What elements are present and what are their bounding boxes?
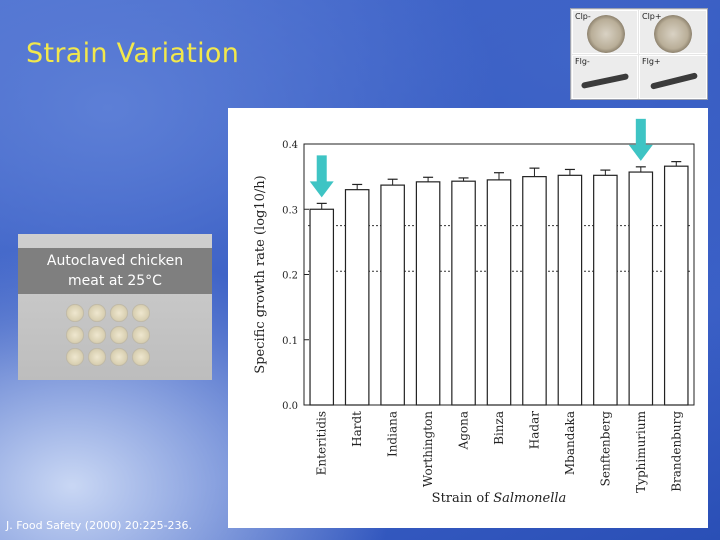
x-tick-label: Mbandaka (563, 411, 577, 475)
photo-caption-line-1: Autoclaved chicken (46, 253, 184, 269)
bar (486, 179, 512, 406)
photo-caption-line-2: meat at 25°C (68, 273, 162, 289)
highlight-arrow-head (309, 181, 334, 198)
chicken-meat-photo: Autoclaved chicken meat at 25°C (18, 234, 212, 380)
bar (415, 181, 441, 406)
bar (451, 180, 476, 406)
inset-panel-flg-minus: Flg- (572, 55, 638, 99)
y-tick-label: 0.0 (282, 401, 298, 412)
photo-caption: Autoclaved chicken meat at 25°C (18, 248, 212, 294)
x-tick-label: Typhimurium (634, 410, 648, 492)
y-tick-label: 0.4 (282, 140, 298, 151)
highlight-arrow-head (628, 144, 653, 161)
sample-dish (110, 304, 128, 322)
x-axis-label-genus: Salmonella (493, 491, 566, 506)
x-tick-label: Binza (492, 411, 506, 445)
inset-label: Clp+ (642, 12, 662, 21)
sample-dish (110, 348, 128, 366)
worm-image (580, 73, 630, 89)
bar (309, 208, 335, 406)
inset-label: Clp- (575, 12, 591, 21)
y-tick-label: 0.1 (282, 336, 298, 347)
x-tick-label: Brandenburg (669, 411, 683, 492)
inset-label: Flg- (575, 57, 590, 66)
x-axis-label: Strain of Salmonella (432, 491, 567, 506)
colony-image (587, 15, 625, 53)
y-axis-label: Specific growth rate (log10/h) (253, 175, 268, 373)
y-tick-label: 0.3 (282, 205, 298, 216)
inset-panel-clp-plus: Clp+ (639, 10, 707, 54)
x-tick-label: Agona (457, 411, 471, 450)
x-tick-label: Worthington (421, 411, 435, 487)
bar (522, 176, 547, 406)
bar (380, 184, 405, 406)
citation: J. Food Safety (2000) 20:225-236. (6, 519, 193, 532)
slide-title: Strain Variation (26, 38, 240, 69)
colony-image (654, 15, 692, 53)
sample-dish (88, 304, 106, 322)
x-tick-label: Hardt (350, 411, 364, 447)
sample-dish (88, 348, 106, 366)
x-axis-label-prefix: Strain of (432, 491, 494, 506)
sample-dish (110, 326, 128, 344)
bar (663, 165, 689, 406)
bacteria-inset-image: Clp- Clp+ Flg- Flg+ (570, 8, 708, 100)
x-tick-label: Indiana (386, 411, 400, 457)
bar (344, 189, 370, 406)
sample-dish (132, 326, 150, 344)
sample-dish (66, 326, 84, 344)
sample-dish (66, 304, 84, 322)
sample-dish (88, 326, 106, 344)
x-tick-label: Hadar (527, 411, 541, 449)
highlight-arrow-shaft (316, 155, 327, 184)
bar (593, 174, 618, 406)
bar (557, 174, 583, 406)
inset-panel-clp-minus: Clp- (572, 10, 638, 54)
x-tick-label: Senftenberg (598, 411, 612, 487)
growth-rate-chart: 0.0 0.1 0.2 0.3 0.4 Specific growth rate (log… (228, 108, 708, 528)
highlight-arrow-shaft (635, 118, 646, 147)
inset-label: Flg+ (642, 57, 661, 66)
x-tick-label: Enteritidis (315, 411, 329, 475)
bar (628, 171, 654, 406)
inset-panel-flg-plus: Flg+ (639, 55, 707, 99)
chart-svg: 0.0 0.1 0.2 0.3 0.4 Specific growth rate (log… (253, 118, 695, 506)
sample-tray (58, 300, 178, 376)
worm-image (649, 72, 699, 90)
sample-dish (132, 304, 150, 322)
sample-dish (132, 348, 150, 366)
y-tick-label: 0.2 (282, 271, 298, 282)
sample-dish (66, 348, 84, 366)
